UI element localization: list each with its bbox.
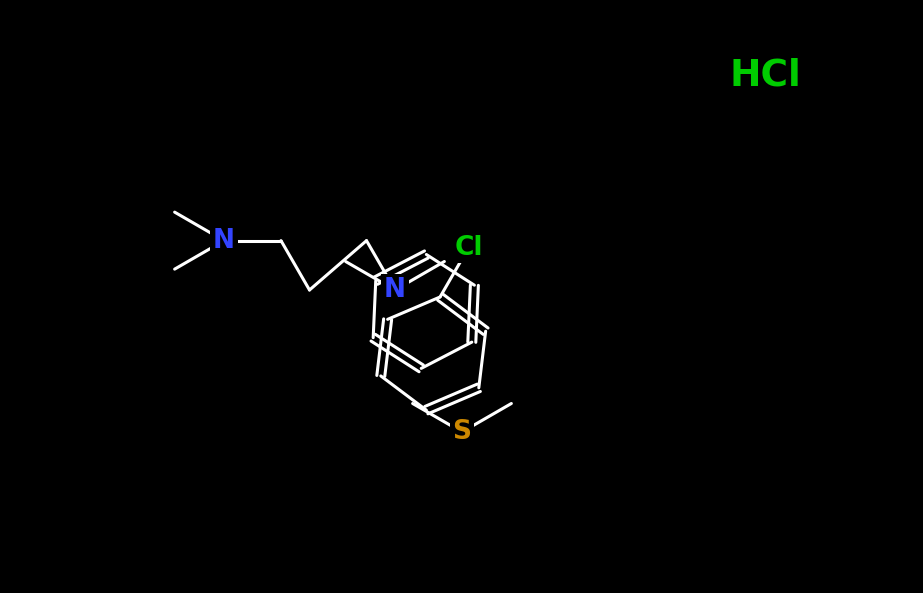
Text: S: S (452, 419, 472, 445)
Text: Cl: Cl (454, 235, 483, 260)
Text: HCl: HCl (729, 57, 801, 93)
Text: N: N (384, 277, 406, 303)
Text: N: N (213, 228, 235, 254)
